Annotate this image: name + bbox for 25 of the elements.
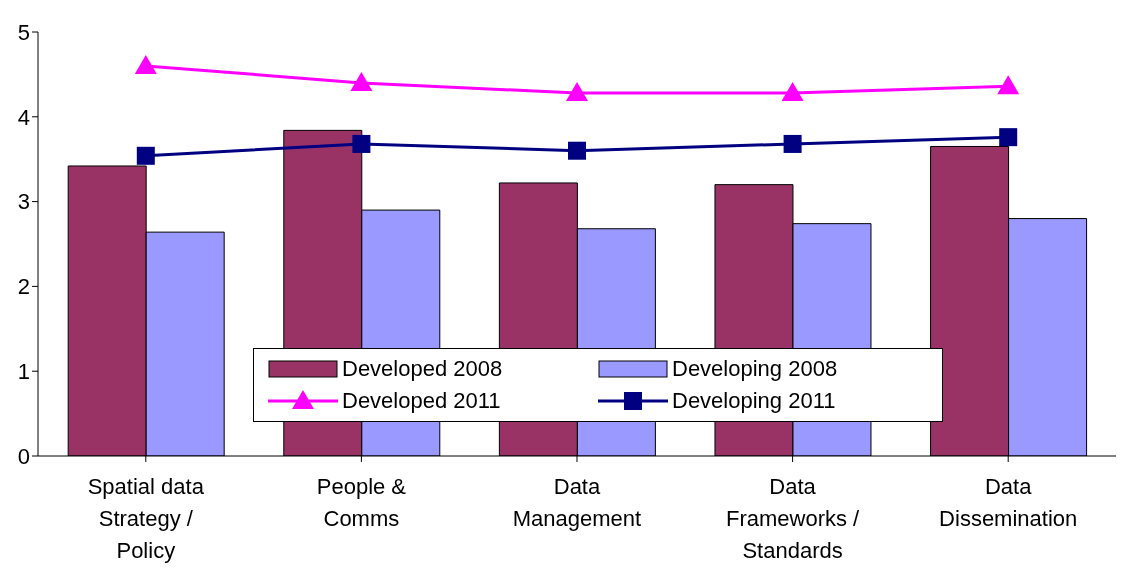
point	[568, 141, 586, 160]
x-tick-label: Data Frameworks / Standards	[725, 474, 861, 563]
legend-label: Developing 2011	[672, 388, 836, 414]
y-tick-label: 2	[17, 274, 30, 300]
point	[350, 71, 373, 91]
x-tick-label: People & Comms	[316, 474, 407, 531]
y-tick-label: 0	[17, 443, 30, 469]
legend-label: Developed 2011	[342, 388, 501, 414]
x-tick-label: Data Management	[512, 474, 642, 531]
point	[136, 146, 155, 165]
y-tick-label: 1	[17, 359, 30, 385]
y-tick-label: 5	[17, 19, 30, 45]
point	[783, 134, 802, 153]
point	[352, 134, 371, 153]
x-tick-label: Data Dissemination	[939, 474, 1078, 531]
point	[781, 82, 804, 102]
y-tick-label: 4	[17, 104, 30, 130]
point	[997, 75, 1020, 95]
legend-label: Developed 2008	[342, 356, 503, 382]
point	[999, 128, 1018, 147]
x-tick-label: Spatial data Strategy / Policy	[87, 474, 205, 563]
y-tick-label: 3	[17, 189, 30, 215]
point	[134, 54, 157, 74]
point	[566, 82, 588, 102]
legend-label: Developing 2008	[672, 356, 838, 382]
